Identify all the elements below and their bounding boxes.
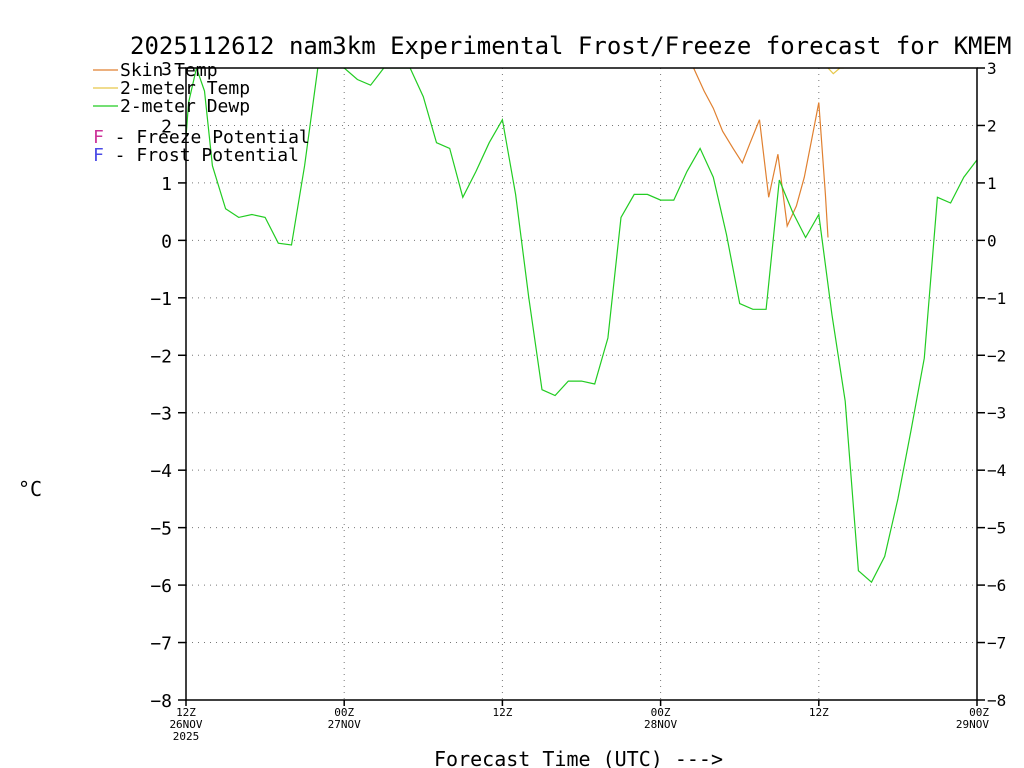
x-tick-label: 12Z bbox=[492, 706, 512, 719]
y-tick-label-right: 1 bbox=[987, 174, 997, 193]
legend-potential: F - Freeze Potential bbox=[93, 127, 310, 148]
plot-frame bbox=[185, 67, 978, 701]
y-tick-label-right: −2 bbox=[987, 346, 1006, 365]
x-tick-label: 12Z bbox=[809, 706, 829, 719]
series-line-2-meter-temp bbox=[827, 68, 844, 75]
y-tick-label: −3 bbox=[150, 404, 172, 425]
y-tick-label-right: −7 bbox=[987, 634, 1006, 653]
y-tick-label-right: 3 bbox=[987, 59, 997, 78]
series-line-skin-temp bbox=[693, 68, 829, 238]
y-tick-label: 1 bbox=[161, 174, 172, 195]
series-line-2-meter-dewp bbox=[186, 68, 977, 584]
legend-potential-mark: F bbox=[93, 145, 104, 166]
y-tick-label: −4 bbox=[150, 461, 172, 482]
x-axis-label: Forecast Time (UTC) ---> bbox=[434, 747, 723, 768]
y-tick-label: −2 bbox=[150, 346, 172, 367]
y-tick-label-right: −8 bbox=[987, 691, 1006, 710]
y-axis-left: −8 −7 −6 −5 −4 −3 −2 −1 0 1 2 3 bbox=[150, 59, 186, 712]
y-axis-right: −8 −7 −6 −5 −4 −3 −2 −1 0 1 2 3 bbox=[977, 59, 1006, 710]
y-tick-label: −6 bbox=[150, 576, 172, 597]
y-tick-label: −7 bbox=[150, 634, 172, 655]
x-tick-label: 12Z bbox=[176, 706, 196, 719]
x-tick-label: 2025 bbox=[173, 730, 200, 743]
y-tick-label: −1 bbox=[150, 289, 172, 310]
legend-potential-text: - Freeze Potential bbox=[104, 127, 310, 148]
y-tick-label: 2 bbox=[161, 116, 172, 137]
y-tick-label: 3 bbox=[161, 59, 172, 80]
x-tick-label: 27NOV bbox=[328, 718, 361, 731]
x-tick-label: 00Z bbox=[651, 706, 671, 719]
legend-potential-text: - Frost Potential bbox=[104, 145, 299, 166]
legend-potential-mark: F bbox=[93, 127, 104, 148]
legend-potential: F - Frost Potential bbox=[93, 145, 299, 166]
y-tick-label-right: 0 bbox=[987, 231, 997, 250]
legend-label: 2-meter Dewp bbox=[120, 96, 250, 117]
x-tick-label: 28NOV bbox=[644, 718, 677, 731]
y-axis-label: °C bbox=[18, 477, 42, 501]
x-tick-label: 00Z bbox=[334, 706, 354, 719]
y-tick-label: −5 bbox=[150, 519, 172, 540]
legend-label: Skin Temp bbox=[120, 60, 218, 81]
y-tick-label: −8 bbox=[150, 691, 172, 712]
y-tick-label-right: 2 bbox=[987, 116, 997, 135]
legend-label: 2-meter Temp bbox=[120, 78, 250, 99]
y-tick-label-right: −5 bbox=[987, 519, 1006, 538]
y-tick-label-right: −4 bbox=[987, 461, 1006, 480]
y-tick-label-right: −6 bbox=[987, 576, 1006, 595]
chart-title: 2025112612 nam3km Experimental Frost/Fre… bbox=[130, 32, 1011, 60]
series-layer bbox=[186, 68, 977, 584]
x-tick-label: 29NOV bbox=[956, 718, 989, 731]
y-tick-label-right: −1 bbox=[987, 289, 1006, 308]
y-tick-label-right: −3 bbox=[987, 404, 1006, 423]
y-tick-label: 0 bbox=[161, 231, 172, 252]
x-tick-label: 26NOV bbox=[169, 718, 202, 731]
x-tick-label: 00Z bbox=[969, 706, 989, 719]
